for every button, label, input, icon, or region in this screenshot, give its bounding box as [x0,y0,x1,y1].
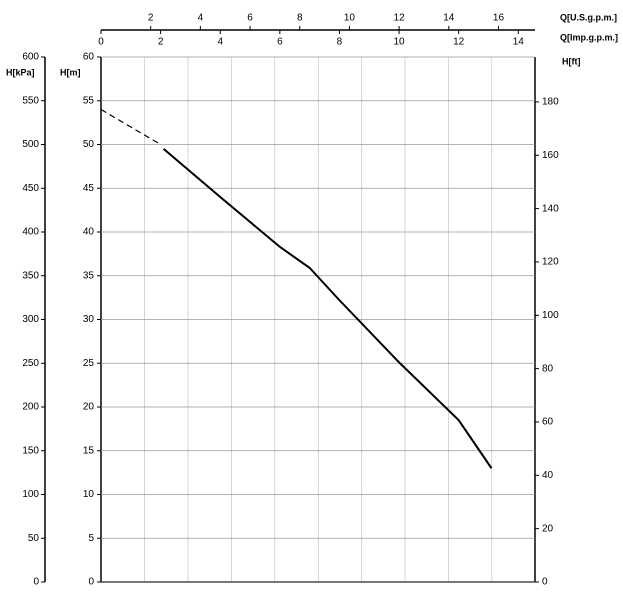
y2-tick-label: 20 [542,523,554,534]
x-tick-label: 12 [453,37,465,48]
y3-tick-label: 200 [22,402,39,413]
y2-label: H[ft] [562,56,581,66]
y3-tick-label: 350 [22,270,39,281]
y3-label: H[kPa] [6,67,35,77]
y2-tick-label: 180 [542,97,559,108]
y-tick-label: 5 [88,533,94,544]
curve [100,108,161,146]
y-tick-label: 55 [83,95,95,106]
x-tick-label: 4 [217,37,223,48]
y-tick-label: 10 [83,489,95,500]
x2-label: Q[U.S.g.p.m.] [560,12,617,22]
x2-tick-label: 4 [198,13,204,24]
y-tick-label: 45 [83,183,95,194]
y3-tick-label: 450 [22,183,39,194]
y2-tick-label: 80 [542,363,554,374]
y-tick-label: 50 [83,139,95,150]
y-tick-label: 40 [83,227,95,238]
x2-tick-label: 16 [493,13,505,24]
x2-tick-label: 8 [297,13,303,24]
y3-tick-label: 150 [22,445,39,456]
x-tick-label: 2 [158,37,164,48]
y-tick-label: 35 [83,270,95,281]
curve [162,148,493,469]
x-tick-label: 8 [337,37,343,48]
x-label: Q[Imp.g.p.m.] [560,32,618,42]
y2-tick-label: 60 [542,417,554,428]
y2-tick-label: 40 [542,470,554,481]
y3-tick-label: 300 [22,314,39,325]
x2-tick-label: 14 [443,13,455,24]
y-label: H[m] [60,67,81,77]
y3-tick-label: 250 [22,358,39,369]
x2-tick-label: 12 [394,13,406,24]
y-tick-label: 0 [88,577,94,588]
x2-tick-label: 10 [344,13,356,24]
x2-tick-label: 6 [247,13,253,24]
y3-tick-label: 50 [28,533,40,544]
y-tick-label: 25 [83,358,95,369]
y-tick-label: 60 [83,52,95,63]
y2-tick-label: 0 [542,577,548,588]
y3-tick-label: 600 [22,52,39,63]
y3-tick-label: 500 [22,139,39,150]
x2-tick-label: 2 [148,13,154,24]
y2-tick-label: 100 [542,310,559,321]
y-tick-label: 20 [83,402,95,413]
x-tick-label: 10 [394,37,406,48]
y3-tick-label: 550 [22,95,39,106]
x-tick-label: 6 [277,37,283,48]
y2-tick-label: 160 [542,150,559,161]
y2-tick-label: 140 [542,203,559,214]
y3-tick-label: 400 [22,227,39,238]
x-tick-label: 14 [513,37,525,48]
y2-tick-label: 120 [542,257,559,268]
y-tick-label: 15 [83,445,95,456]
y3-tick-label: 0 [33,577,39,588]
y-tick-label: 30 [83,314,95,325]
y3-tick-label: 100 [22,489,39,500]
x-tick-label: 0 [98,37,104,48]
